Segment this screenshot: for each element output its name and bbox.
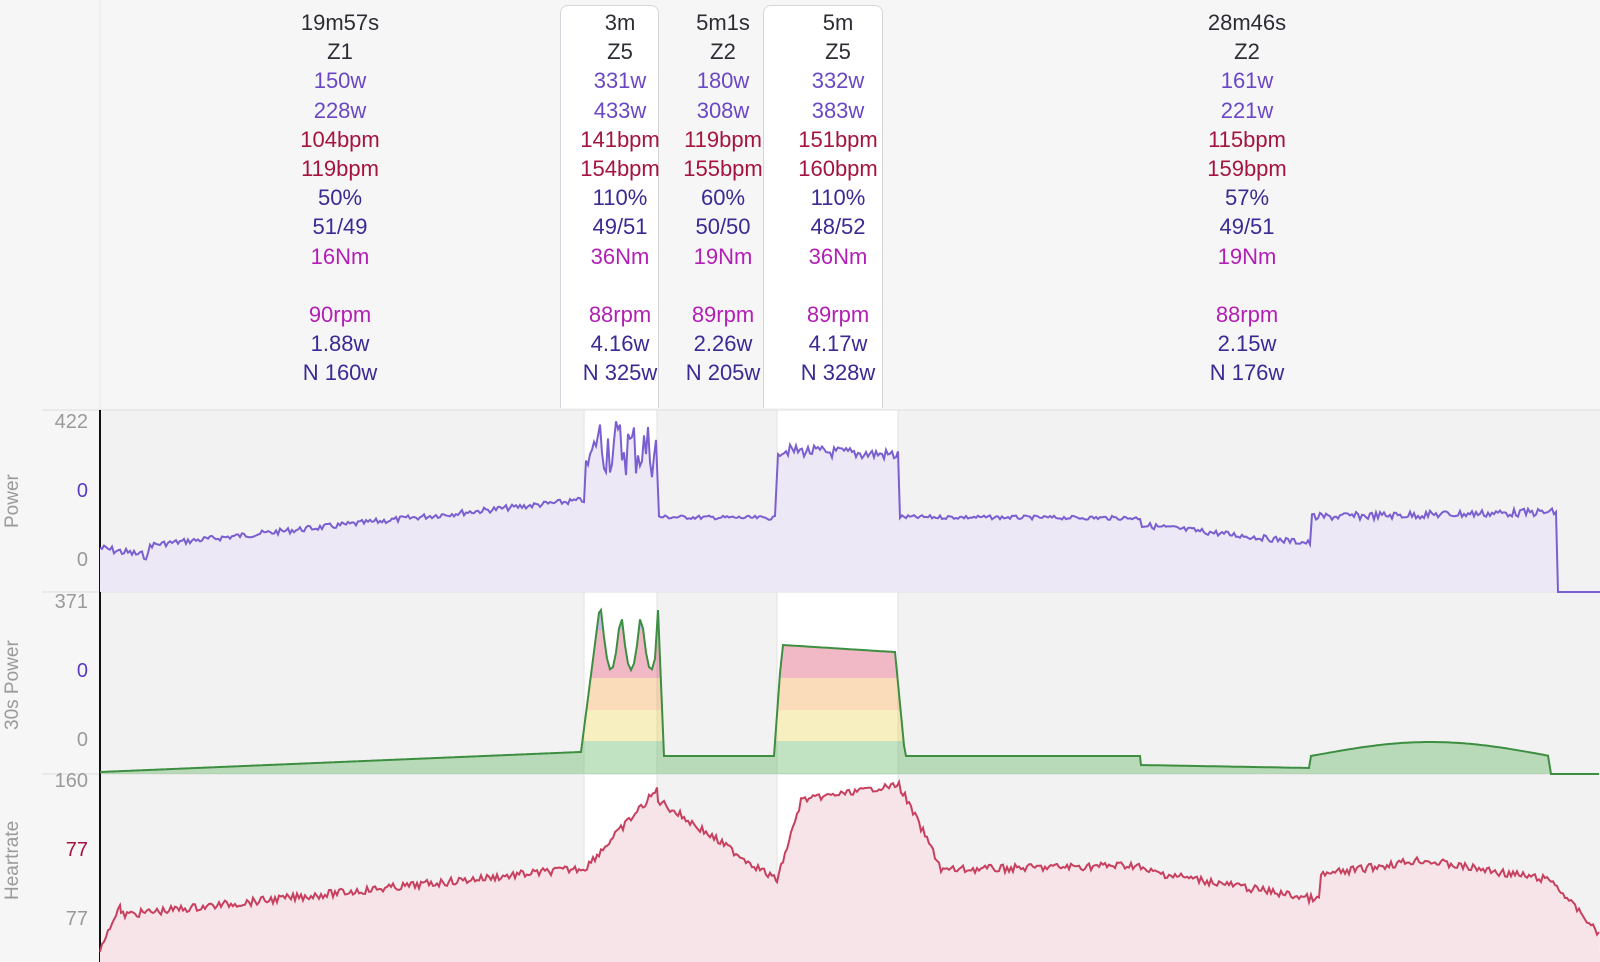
interval-lr-balance: 49/51 [592,214,648,240]
heartrate-tick-mid: 77 [65,839,88,861]
interval-avg-power: 332w [811,68,865,94]
power-area [100,421,1600,592]
interval-column-1[interactable]: 19m57s Z1 150w 228w 104bpm 119bpm 50% 51/49 16Nm… [280,8,400,387]
interval-cadence: 89rpm [806,301,870,327]
interval-normalized-power: N 160w [302,360,378,386]
power30s-line [99,607,1599,775]
interval-max-heartrate: 155bpm [683,155,763,181]
interval-cadence: 90rpm [308,301,372,327]
interval-zone: Z2 [710,39,736,65]
interval-lr-balance: 51/49 [312,214,368,240]
interval-lr-balance: 49/51 [1219,214,1275,240]
power-tick-max: 422 [54,411,88,433]
power-line [99,421,1600,593]
power30s-tick-mid: 0 [76,660,88,682]
power30s-axis-title: 30s Power [2,640,23,730]
interval-watts-per-kg: 1.88w [310,331,370,357]
power-tick-min: 0 [76,549,88,571]
interval-zone: Z5 [607,39,633,65]
heartrate-area [100,781,1600,962]
interval-torque: 36Nm [808,243,868,269]
interval-avg-power: 331w [593,68,647,94]
interval-column-2[interactable]: 3m Z5 331w 433w 141bpm 154bpm 110% 49/51 36Nm 88… [560,8,680,387]
interval-ftp-percent: 110% [810,185,866,211]
interval-normalized-power: N 176w [1209,360,1285,386]
interval-torque: 19Nm [693,243,753,269]
interval-max-power: 308w [696,97,750,123]
interval-max-power: 221w [1220,97,1274,123]
power30s-tick-min: 0 [76,729,88,751]
interval-duration: 28m46s [1207,10,1287,35]
interval-watts-per-kg: 4.16w [590,331,650,357]
interval-cadence: 88rpm [1215,301,1279,327]
interval-normalized-power: N 205w [685,360,761,386]
interval-avg-heartrate: 115bpm [1208,126,1286,152]
interval-column-4[interactable]: 5m Z5 332w 383w 151bpm 160bpm 110% 48/52 36Nm 89… [778,8,898,387]
interval-max-heartrate: 154bpm [580,155,660,181]
selected-interval-highlight[interactable] [763,5,883,408]
interval-normalized-power: N 325w [582,360,658,386]
interval-avg-heartrate: 141bpm [580,126,660,152]
interval-avg-heartrate: 119bpm [684,126,762,152]
interval-column-3[interactable]: 5m1s Z2 180w 308w 119bpm 155bpm 60% 50/50 19Nm 8… [663,8,783,387]
interval-watts-per-kg: 4.17w [808,331,868,357]
interval-max-heartrate: 119bpm [301,155,379,181]
interval-cadence: 88rpm [588,301,652,327]
interval-duration: 19m57s [300,10,380,35]
interval-avg-power: 180w [696,68,750,94]
interval-normalized-power: N 328w [800,360,876,386]
power-tick-mid: 0 [76,480,88,502]
interval-cadence: 89rpm [691,301,755,327]
interval-ftp-percent: 50% [317,185,363,211]
interval-max-heartrate: 160bpm [798,155,878,181]
interval-ftp-percent: 57% [1224,185,1270,211]
interval-watts-per-kg: 2.15w [1217,331,1277,357]
interval-torque: 16Nm [310,243,370,269]
interval-lr-balance: 50/50 [695,214,751,240]
interval-lr-balance: 48/52 [810,214,866,240]
interval-ftp-percent: 110% [592,185,648,211]
selected-interval-highlight[interactable] [560,5,659,408]
interval-avg-power: 161w [1220,68,1274,94]
interval-max-power: 433w [593,97,647,123]
interval-duration: 5m [822,10,854,35]
power30s-tick-max: 371 [54,591,88,613]
interval-column-5[interactable]: 28m46s Z2 161w 221w 115bpm 159bpm 57% 49/51 19Nm… [1187,8,1307,387]
power-axis-title: Power [2,474,23,528]
heartrate-line [99,778,1600,952]
interval-zone: Z5 [825,39,851,65]
heartrate-axis-title: Heartrate [2,820,23,900]
interval-avg-heartrate: 104bpm [300,126,380,152]
interval-stats-panel: 19m57s Z1 150w 228w 104bpm 119bpm 50% 51/49 16Nm… [0,0,1600,410]
interval-zone: Z2 [1234,39,1260,65]
interval-watts-per-kg: 2.26w [693,331,753,357]
interval-duration: 3m [604,10,636,35]
interval-max-power: 228w [313,97,367,123]
interval-duration: 5m1s [696,10,750,35]
interval-avg-power: 150w [313,68,367,94]
interval-zone: Z1 [327,39,353,65]
interval-ftp-percent: 60% [700,185,746,211]
heartrate-tick-max: 160 [54,770,88,792]
interval-avg-heartrate: 151bpm [798,126,878,152]
interval-max-power: 383w [811,97,865,123]
interval-max-heartrate: 159bpm [1207,155,1287,181]
interval-torque: 36Nm [590,243,650,269]
heartrate-tick-min: 77 [65,908,88,930]
interval-torque: 19Nm [1217,243,1277,269]
